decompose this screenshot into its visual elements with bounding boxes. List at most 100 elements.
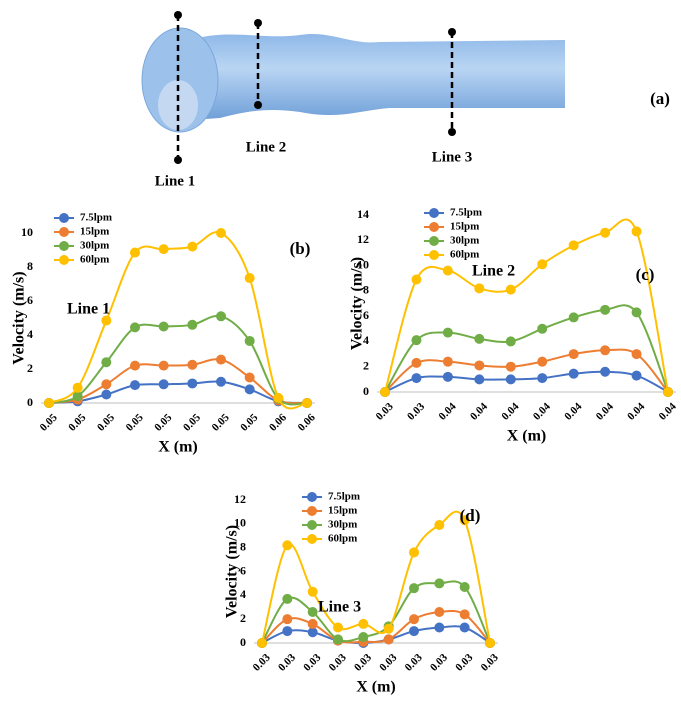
legend-marker [429,236,439,246]
data-point [434,578,445,589]
legend-marker [429,208,439,218]
x-tick-label: 0.04 [499,400,521,422]
series-line [48,230,308,410]
y-tick-label: 10 [357,257,369,271]
y-tick-label: 12 [357,232,369,246]
data-point [130,360,140,371]
legend-label: 15lpm [328,505,357,517]
data-point [411,335,422,346]
series-line [48,314,308,406]
data-point [537,373,548,384]
data-point [434,607,445,618]
annotation: Line 1 [67,301,110,318]
series-line [384,370,669,393]
x-tick-label: 0.06 [296,411,318,433]
legend-marker [59,213,69,223]
data-point [383,623,394,634]
data-point [442,265,453,276]
data-point [505,336,516,347]
line-label: Line 1 [155,173,195,189]
data-point [600,366,611,377]
x-tick-label: 0.03 [453,651,475,673]
data-point [130,322,140,333]
panel-label: (b) [290,239,311,258]
y-tick-label: 2 [363,358,369,372]
x-tick-label: 0.05 [210,411,232,433]
data-point [302,398,312,408]
data-point [282,626,293,637]
legend-label: 7.5lpm [80,212,112,224]
data-point [187,359,198,370]
data-point [72,382,83,393]
data-point [307,618,318,629]
data-point [358,618,369,629]
data-point [244,384,255,395]
data-point [187,241,198,252]
probe-lines [176,15,454,160]
x-tick-label: 0.04 [625,400,647,422]
annotation: Line 3 [318,599,361,616]
x-tick-label: 0.03 [352,651,374,673]
data-point [101,379,112,390]
legend-marker [59,227,69,237]
legend-label: 60lpm [328,533,357,545]
data-point [158,379,169,390]
data-point [459,622,470,633]
data-point [537,323,548,334]
y-axis-label: Velocity (m/s) [224,525,241,618]
x-tick-label: 0.04 [562,400,584,422]
data-point [307,586,318,597]
x-tick-label: 0.03 [374,400,396,422]
data-point [380,387,390,397]
x-tick-label: 0.05 [66,411,88,433]
y-tick-label: 8 [240,539,246,553]
legend-marker [307,506,317,516]
data-point [442,371,453,382]
x-tick-label: 0.04 [657,400,679,422]
x-tick-label: 0.03 [327,651,349,673]
data-point [282,593,293,604]
data-point [44,398,54,408]
x-tick-label: 0.03 [403,651,425,673]
data-point [307,607,318,618]
data-point [409,614,419,625]
data-point [505,374,516,385]
series-line [384,348,669,393]
series-line [261,609,491,644]
series-line [384,304,669,393]
data-point [216,228,226,238]
legend-label: 7.5lpm [328,491,360,503]
series-line [48,358,308,405]
data-point [383,634,394,645]
x-tick-label: 0.03 [251,651,273,673]
legend-marker [59,241,69,251]
legend-label: 60lpm [80,254,109,266]
data-point [101,389,112,400]
data-point [411,373,422,384]
probe-points [174,11,456,164]
panel-label: (a) [650,89,670,108]
x-tick-label: 0.05 [181,411,203,433]
data-point [568,312,579,323]
data-point [244,273,255,284]
x-tick-label: 0.03 [301,651,323,673]
data-point [411,357,422,368]
x-tick-label: 0.04 [531,400,553,422]
data-point [158,360,169,371]
data-point [273,392,284,403]
data-point [459,515,470,526]
data-point [244,372,255,383]
y-tick-label: 6 [27,293,33,307]
data-point [663,387,673,397]
data-point [333,634,343,645]
y-tick-label: 2 [240,611,246,625]
data-point [600,227,611,238]
x-tick-label: 0.04 [468,400,490,422]
data-point [474,333,485,344]
data-point [257,638,267,648]
data-point [568,240,579,251]
y-tick-label: 14 [357,207,369,221]
legend-marker [307,520,317,530]
x-tick-label: 0.03 [405,400,427,422]
